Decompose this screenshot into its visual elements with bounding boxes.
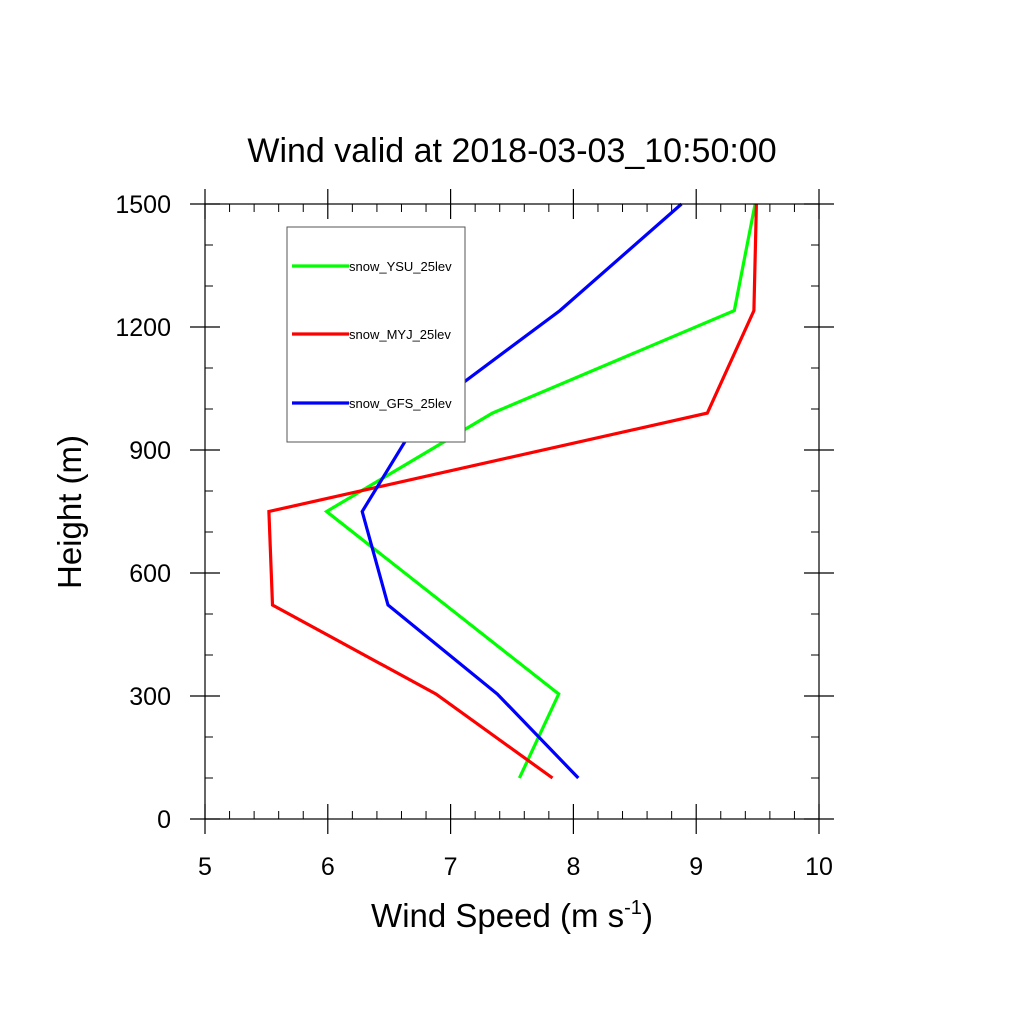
series-line-snow-myj-25lev xyxy=(267,203,758,780)
y-tick-label: 600 xyxy=(129,560,171,588)
y-tick-label: 900 xyxy=(129,437,171,465)
legend-label: snow_MYJ_25lev xyxy=(349,327,451,342)
x-tick-label: 10 xyxy=(805,853,833,881)
x-axis-label: Wind Speed (m s-1) xyxy=(371,897,653,934)
series-lines xyxy=(267,202,758,780)
x-axis-label-exponent: -1 xyxy=(624,897,642,919)
chart-title: Wind valid at 2018-03-03_10:50:00 xyxy=(247,132,776,170)
x-axis-label-text: Wind Speed (m s xyxy=(371,897,624,934)
plot-frame xyxy=(204,203,820,820)
x-tick-label: 9 xyxy=(689,853,703,881)
x-axis-label-close: ) xyxy=(642,897,653,934)
legend: snow_YSU_25lev snow_MYJ_25lev snow_GFS_25l… xyxy=(286,226,466,443)
x-tick-label: 5 xyxy=(198,853,212,881)
y-tick-label: 1500 xyxy=(115,191,171,219)
x-tick-label: 6 xyxy=(321,853,335,881)
tick-labels: 5 6 7 8 9 10 0 300 600 900 1200 1500 xyxy=(115,191,833,881)
x-tick-label: 8 xyxy=(566,853,580,881)
y-axis-label: Height (m) xyxy=(51,435,88,589)
legend-label: snow_YSU_25lev xyxy=(349,259,452,274)
x-tick-label: 7 xyxy=(444,853,458,881)
legend-label: snow_GFS_25lev xyxy=(349,396,452,411)
y-tick-label: 1200 xyxy=(115,314,171,342)
series-line-snow-ysu-25lev xyxy=(323,203,757,779)
y-tick-label: 300 xyxy=(129,683,171,711)
series-line-snow-gfs-25lev xyxy=(360,202,683,780)
y-tick-label: 0 xyxy=(157,806,171,834)
minor-ticks xyxy=(205,204,819,819)
